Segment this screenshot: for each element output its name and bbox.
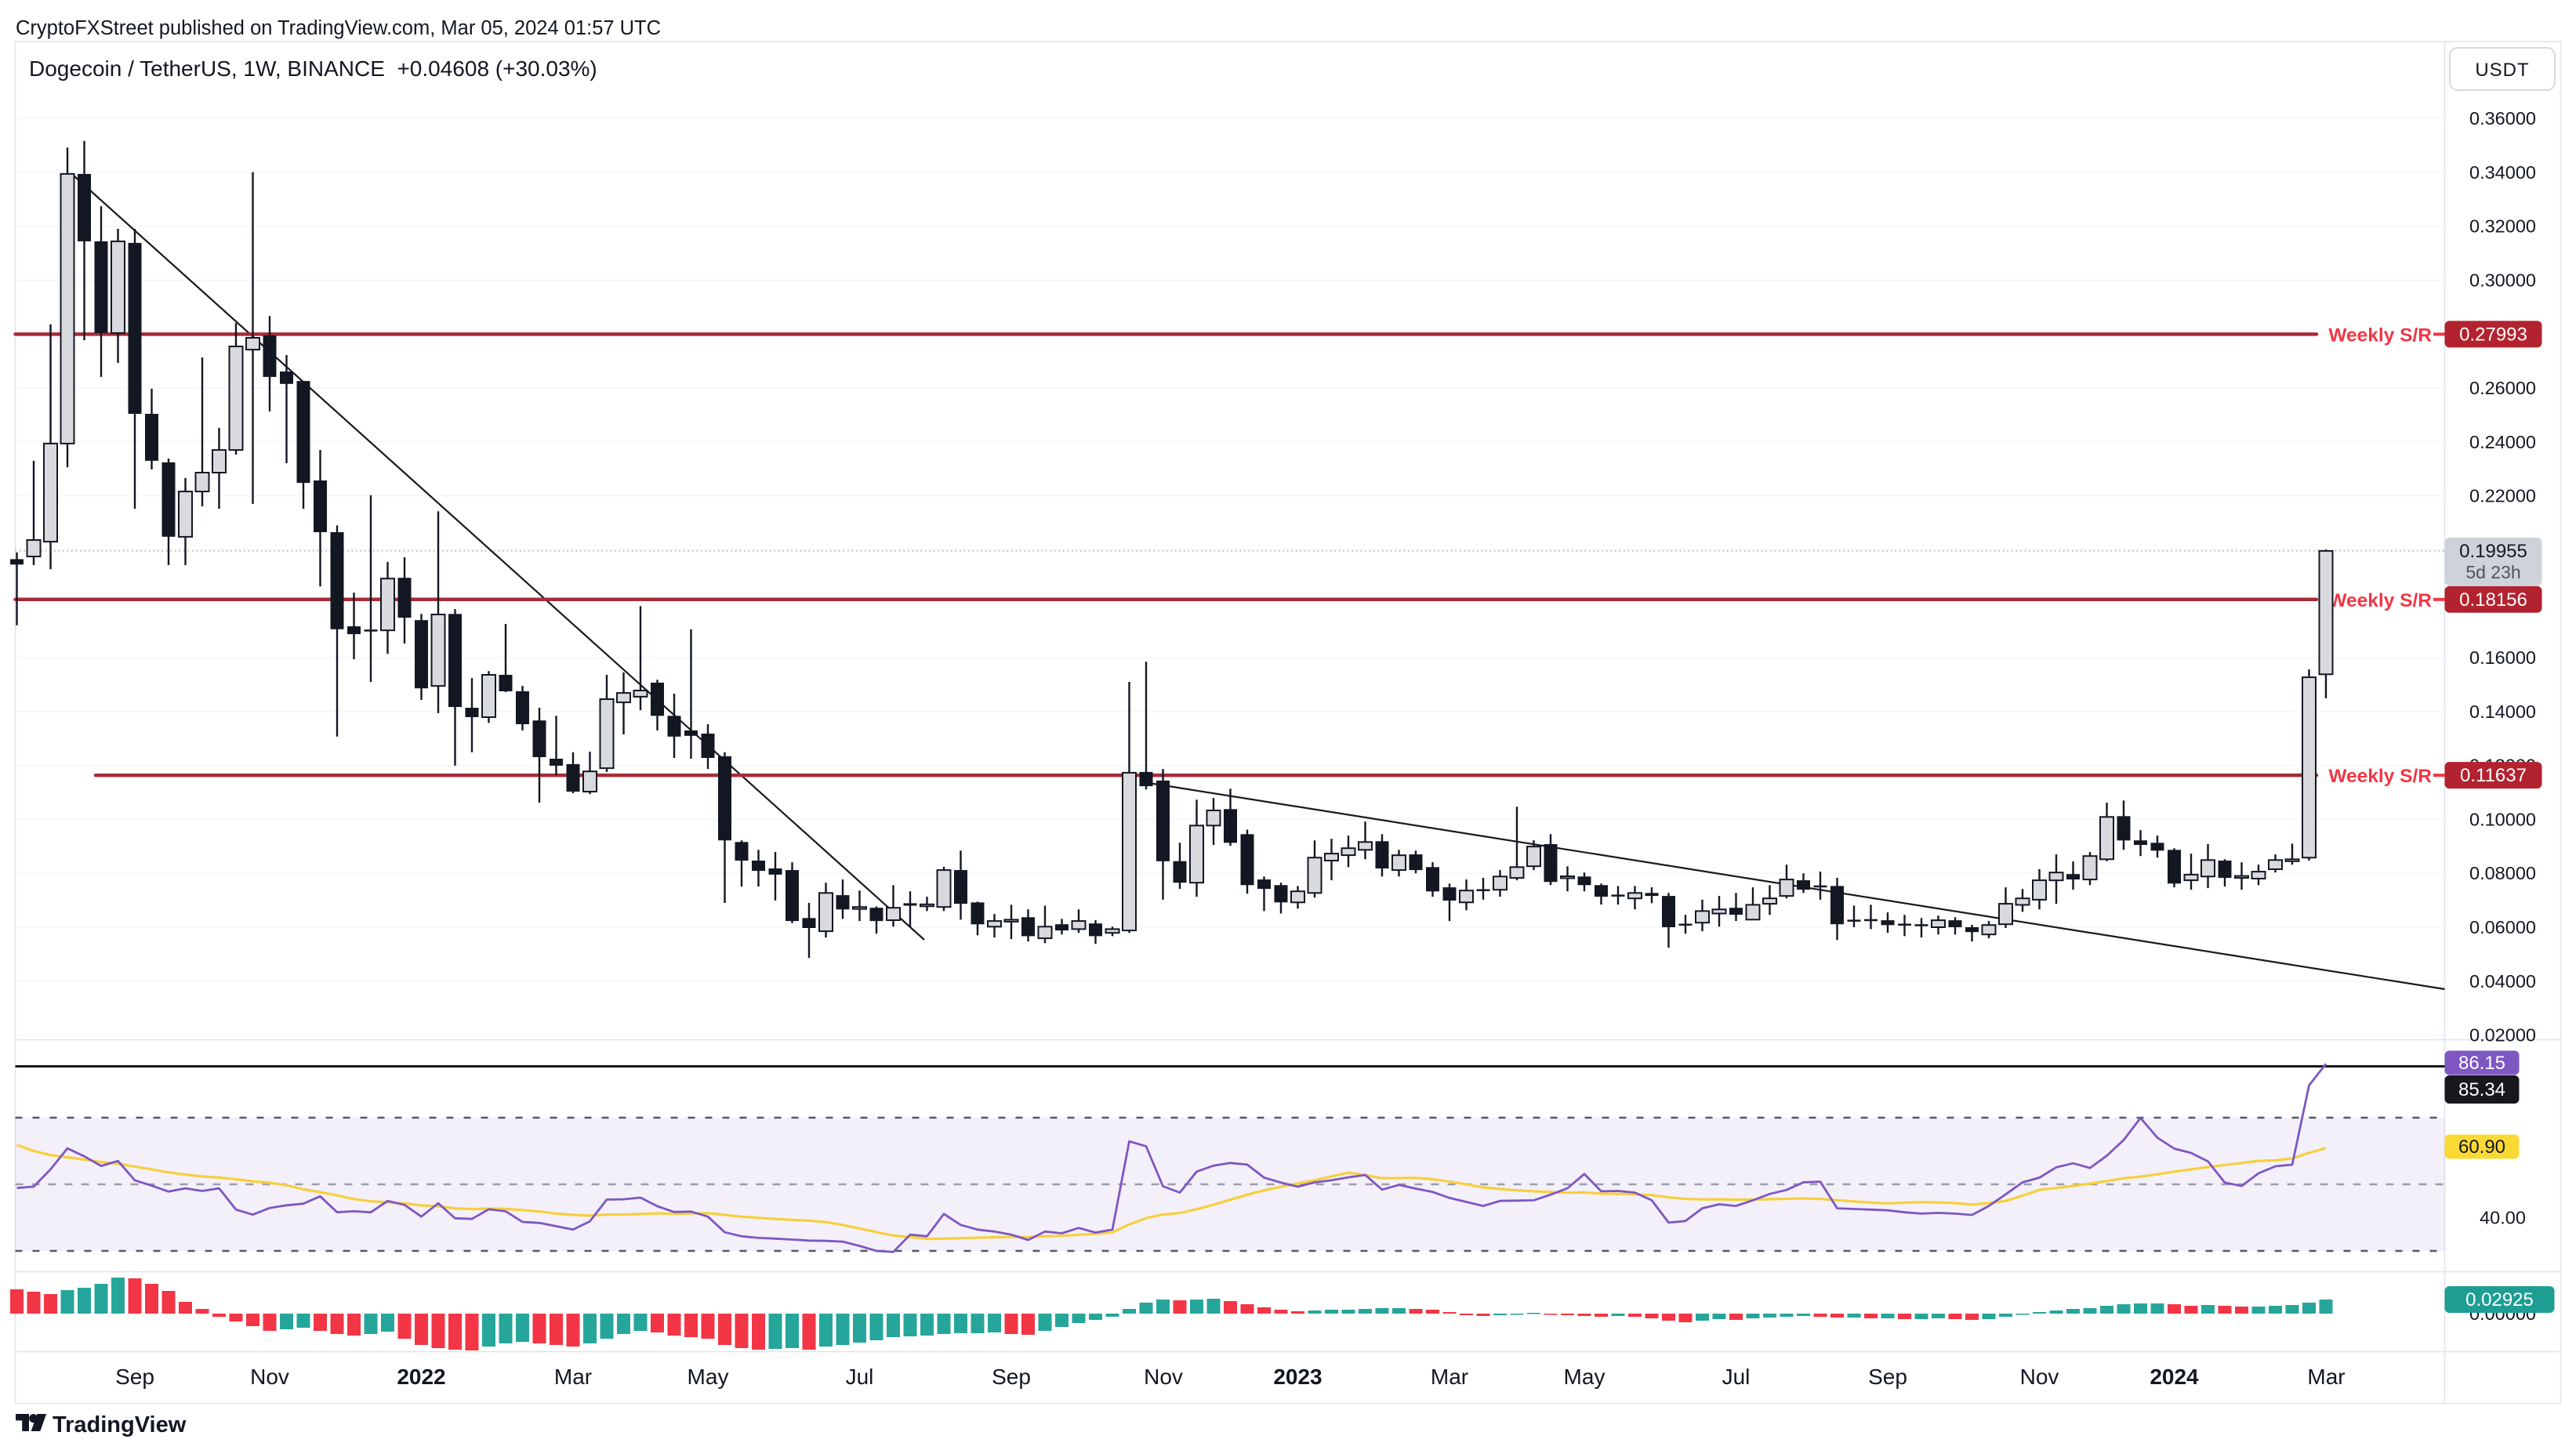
svg-text:May: May [1564,1365,1605,1389]
svg-text:0.04000: 0.04000 [2469,971,2536,991]
svg-text:2023: 2023 [1273,1365,1322,1389]
svg-text:0.26000: 0.26000 [2469,378,2536,398]
svg-text:85.34: 85.34 [2458,1079,2505,1100]
svg-text:Jul: Jul [1722,1365,1751,1389]
svg-text:60.90: 60.90 [2458,1136,2505,1158]
svg-text:0.11637: 0.11637 [2460,765,2527,786]
svg-text:0.06000: 0.06000 [2469,917,2536,937]
svg-text:CryptoFXStreet published on Tr: CryptoFXStreet published on TradingView.… [16,17,661,39]
svg-text:0.08000: 0.08000 [2469,863,2536,883]
svg-text:0.18156: 0.18156 [2459,589,2527,611]
svg-text:0.24000: 0.24000 [2469,432,2536,452]
svg-text:Nov: Nov [2020,1365,2059,1389]
svg-text:Sep: Sep [115,1365,154,1389]
svg-text:Mar: Mar [1431,1365,1468,1389]
svg-text:Nov: Nov [250,1365,289,1389]
svg-text:TradingView: TradingView [53,1412,187,1437]
svg-text:Sep: Sep [1868,1365,1907,1389]
svg-text:Mar: Mar [2307,1365,2345,1389]
svg-text:Nov: Nov [1144,1365,1183,1389]
svg-text:USDT: USDT [2475,60,2529,81]
svg-text:0.34000: 0.34000 [2469,162,2536,183]
svg-text:0.22000: 0.22000 [2469,486,2536,506]
svg-text:0.14000: 0.14000 [2469,701,2536,722]
svg-text:Weekly S/R: Weekly S/R [2328,766,2432,787]
svg-text:0.36000: 0.36000 [2469,108,2536,129]
svg-text:0.30000: 0.30000 [2469,270,2536,290]
svg-text:Jul: Jul [846,1365,874,1389]
svg-text:Sep: Sep [992,1365,1031,1389]
svg-text:0.10000: 0.10000 [2469,809,2536,829]
svg-text:May: May [688,1365,729,1389]
svg-text:0.02925: 0.02925 [2465,1289,2534,1310]
svg-text:Dogecoin / TetherUS, 1W, BINAN: Dogecoin / TetherUS, 1W, BINANCE +0.0460… [29,56,597,81]
svg-text:0.32000: 0.32000 [2469,216,2536,237]
svg-text:0.02000: 0.02000 [2469,1025,2536,1046]
svg-text:Weekly S/R: Weekly S/R [2328,324,2432,346]
svg-text:40.00: 40.00 [2480,1208,2526,1228]
svg-text:2022: 2022 [397,1365,445,1389]
svg-text:5d 23h: 5d 23h [2465,562,2520,582]
svg-text:2024: 2024 [2150,1365,2199,1389]
svg-text:Weekly S/R: Weekly S/R [2328,590,2432,611]
svg-text:86.15: 86.15 [2458,1053,2505,1074]
svg-text:0.19955: 0.19955 [2459,541,2527,562]
svg-text:Mar: Mar [554,1365,592,1389]
svg-text:0.27993: 0.27993 [2459,324,2527,345]
svg-text:0.16000: 0.16000 [2469,647,2536,668]
